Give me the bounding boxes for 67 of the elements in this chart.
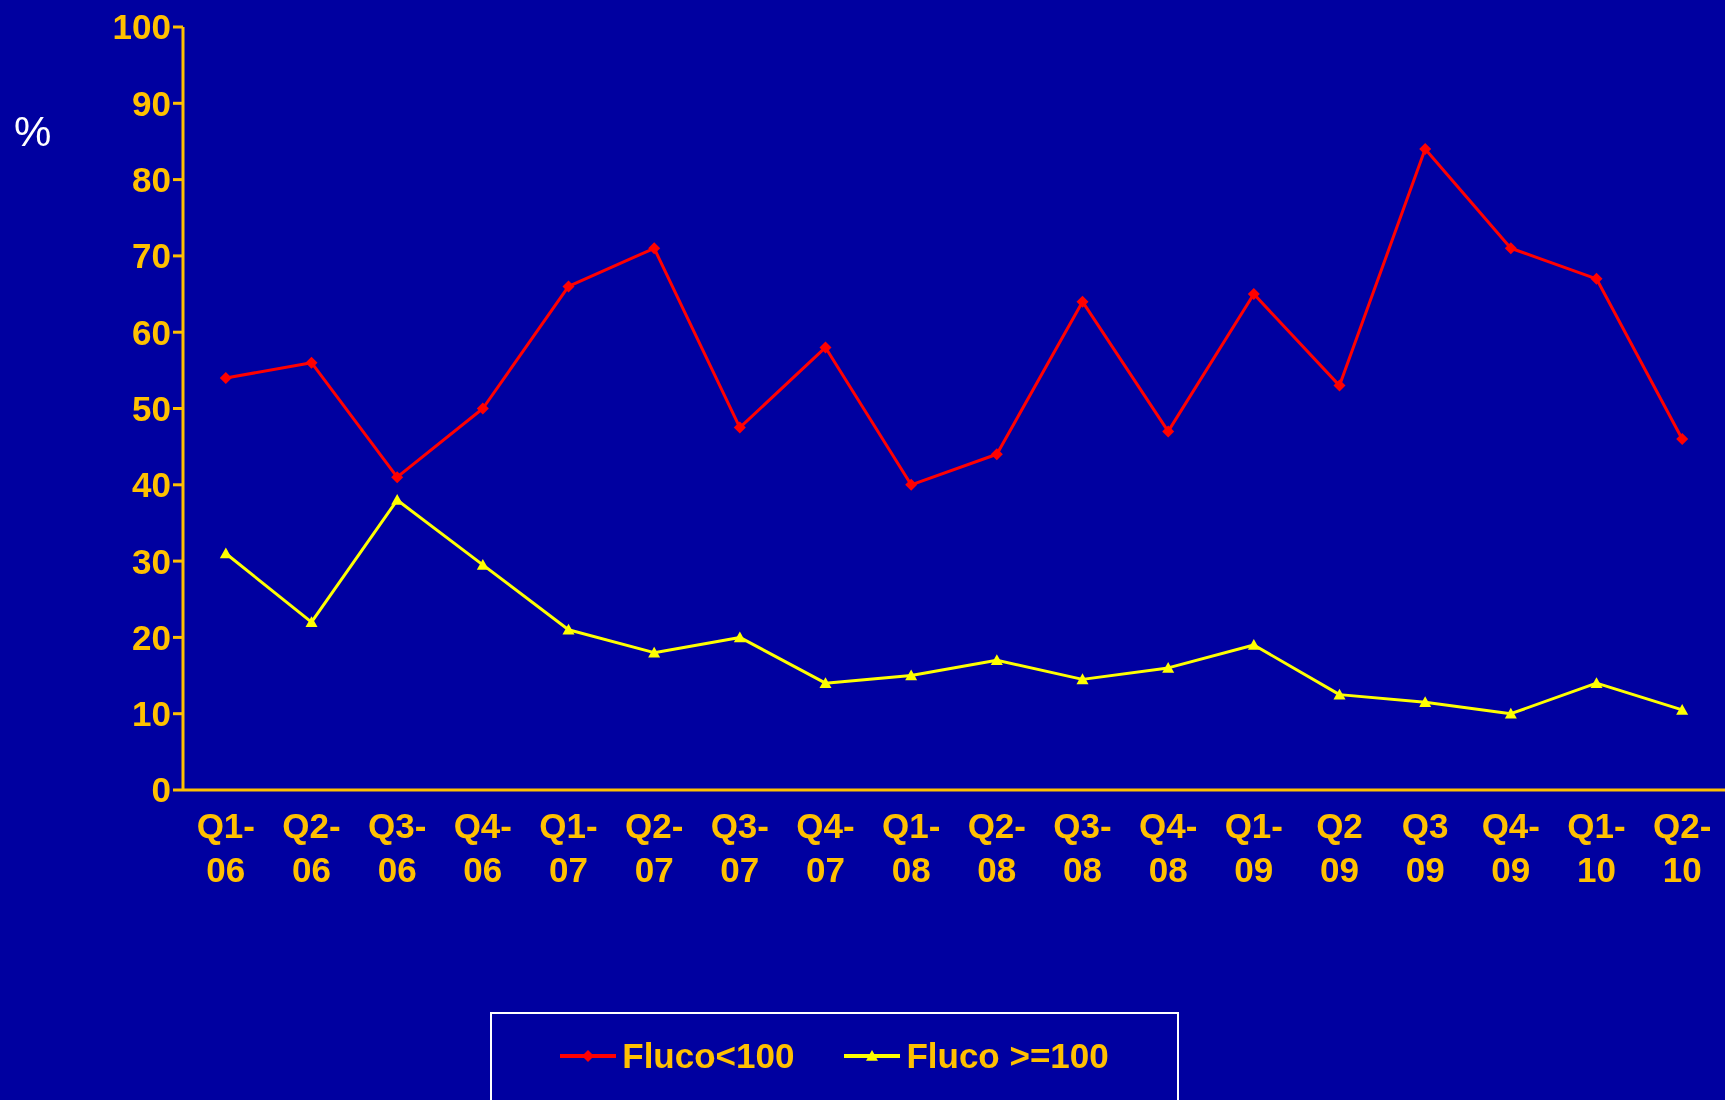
x-tick-label: Q3-08: [1053, 806, 1112, 889]
x-tick-label: Q1-07: [539, 806, 598, 889]
point: [648, 242, 661, 255]
y-tick-label: 100: [112, 7, 171, 47]
y-tick-label: 40: [132, 465, 171, 505]
point: [1076, 295, 1089, 308]
y-axis-title: %: [14, 108, 52, 156]
point: [1333, 379, 1346, 392]
x-tick-label: Q3 09: [1401, 806, 1449, 889]
point: [733, 421, 746, 434]
point: [1590, 272, 1603, 285]
x-tick-label: Q4-06: [453, 806, 513, 889]
point: [1333, 688, 1346, 700]
point: [1504, 242, 1517, 255]
point: [990, 654, 1003, 666]
x-tick-label: Q2 09: [1316, 806, 1363, 889]
point: [1504, 707, 1517, 719]
x-tick-label: Q2-10: [1652, 806, 1712, 889]
x-tick-label: Q2-08: [967, 806, 1027, 889]
x-tick-label: Q3-07: [710, 806, 770, 889]
legend-label: Fluco >=100: [906, 1036, 1109, 1076]
point: [219, 547, 232, 559]
y-tick-label: 80: [132, 160, 171, 200]
point: [391, 471, 404, 484]
point: [819, 341, 832, 354]
point: [905, 669, 918, 681]
y-tick-label: 0: [151, 770, 171, 810]
point: [733, 631, 746, 643]
x-tick-label: Q1-06: [196, 806, 256, 889]
point: [990, 448, 1003, 461]
point: [1162, 661, 1175, 673]
point: [819, 677, 832, 688]
x-tick-label: Q1-10: [1567, 806, 1626, 889]
x-tick-label: Q1-09: [1224, 806, 1284, 889]
point: [1076, 673, 1089, 685]
x-tick-label: Q3-06: [367, 806, 427, 889]
y-tick-label: 20: [132, 617, 171, 657]
y-tick-label: 10: [132, 694, 171, 734]
point: [905, 478, 918, 491]
point: [1419, 696, 1432, 708]
point: [1247, 639, 1260, 650]
y-tick-label: 30: [132, 541, 171, 581]
point: [476, 558, 489, 570]
x-tick-label: Q2-06: [282, 806, 341, 889]
point: [1676, 433, 1689, 446]
y-tick-label: 90: [132, 83, 171, 123]
point: [1247, 288, 1260, 301]
x-tick-label: Q1-08: [881, 806, 941, 889]
point: [648, 646, 661, 658]
x-tick-label: Q2-07: [624, 806, 684, 889]
point: [562, 623, 575, 635]
y-tick-label: 60: [132, 312, 171, 352]
point: [562, 280, 575, 293]
y-tick-label: 50: [132, 388, 171, 428]
point: [305, 616, 318, 627]
point: [1676, 703, 1689, 715]
y-tick-label: 70: [132, 236, 171, 276]
x-tick-label: Q4-08: [1138, 806, 1198, 889]
point: [305, 356, 318, 369]
point: [476, 402, 489, 415]
point: [219, 371, 232, 384]
point: [1590, 677, 1603, 688]
x-tick-label: Q4-07: [796, 806, 855, 889]
legend-label: Fluco<100: [622, 1036, 795, 1076]
point: [1419, 143, 1432, 156]
point: [1162, 425, 1175, 438]
x-tick-label: Q4-09: [1481, 806, 1541, 889]
